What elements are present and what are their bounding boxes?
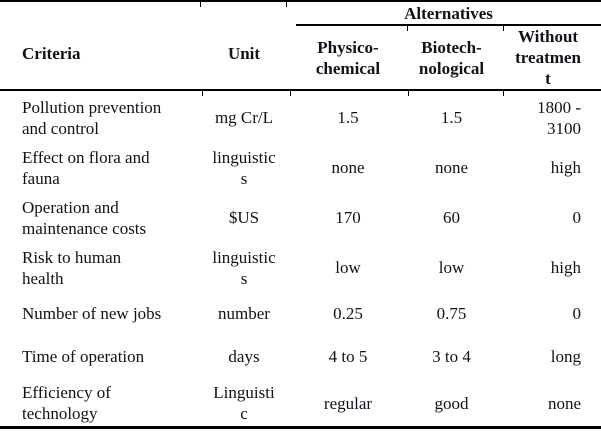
- gridline-tick: [290, 91, 291, 96]
- value-cell-without: 1800 - 3100: [537, 97, 582, 138]
- gridline-tick: [200, 2, 201, 7]
- unit-cell: mg Cr/L: [214, 108, 274, 127]
- table-row: Number of new jobs number 0.25 0.75 0: [0, 291, 601, 332]
- column-header-criteria: Criteria: [0, 1, 200, 91]
- value-cell-physico: 4 to 5: [328, 347, 368, 366]
- value-cell-physico: regular: [323, 393, 373, 413]
- gridline-tick: [503, 26, 504, 31]
- value-cell-biotech: 0.75: [436, 303, 467, 323]
- value-cell-biotech: low: [438, 258, 465, 277]
- criteria-cell: Risk to human health: [22, 247, 122, 288]
- gridline-tick: [503, 91, 504, 96]
- value-cell-without: 0: [572, 208, 582, 227]
- column-header-unit: Unit: [200, 1, 296, 91]
- column-header-without-treatment: Without treatmen t: [503, 25, 601, 91]
- header-row-columns: Physico- chemical Biotech- nological Wit…: [0, 25, 601, 91]
- table-row: Risk to human health linguistic s low lo…: [0, 241, 601, 291]
- value-cell-biotech: none: [434, 158, 469, 177]
- criteria-cell: Number of new jobs: [22, 303, 162, 323]
- criteria-cell: Efficiency of technology: [22, 383, 111, 424]
- value-cell-biotech: 3 to 4: [432, 347, 471, 366]
- value-cell-without: long: [550, 347, 582, 366]
- value-cell-biotech: 1.5: [440, 108, 463, 127]
- table-row: Efficiency of technology Linguisti c reg…: [0, 378, 601, 427]
- value-cell-without: high: [550, 158, 582, 177]
- gridline-tick: [408, 91, 409, 96]
- value-cell-biotech: 60: [443, 208, 460, 227]
- criteria-cell: Effect on flora and fauna: [22, 147, 150, 188]
- value-cell-physico: 1.5: [337, 108, 359, 127]
- header-row-alternatives: Criteria Unit Alternatives: [0, 1, 601, 91]
- value-cell-physico: 170: [335, 208, 361, 227]
- value-cell-without: 0: [572, 303, 582, 323]
- criteria-cell: Operation and maintenance costs: [22, 197, 147, 238]
- criteria-cell: Pollution prevention and control: [22, 97, 162, 138]
- column-header-physico-chemical: Physico- chemical: [296, 25, 408, 91]
- criteria-cell: Time of operation: [22, 347, 145, 366]
- table-row: Operation and maintenance costs $US 170 …: [0, 191, 601, 241]
- table-row: Time of operation days 4 to 5 3 to 4 lon…: [0, 332, 601, 378]
- unit-cell: number: [218, 303, 270, 323]
- gridline-tick: [202, 91, 203, 96]
- column-header-biotechnological: Biotech- nological: [408, 25, 503, 91]
- gridline-tick: [286, 2, 287, 7]
- value-cell-biotech: good: [434, 393, 469, 413]
- unit-cell: linguistic s: [212, 247, 276, 288]
- column-group-header-alternatives: Alternatives: [296, 1, 601, 26]
- unit-cell: Linguisti c: [213, 383, 275, 424]
- value-cell-physico: 0.25: [333, 303, 363, 323]
- table-row: Pollution prevention and control mg Cr/L…: [0, 90, 601, 141]
- value-cell-without: none: [547, 393, 582, 413]
- value-cell-physico: none: [331, 158, 365, 177]
- value-cell-without: high: [550, 258, 582, 277]
- unit-cell: $US: [228, 208, 260, 227]
- value-cell-physico: low: [335, 258, 361, 277]
- unit-cell: linguistic s: [212, 147, 276, 188]
- gridline-tick: [407, 26, 408, 31]
- unit-cell: days: [228, 347, 260, 366]
- table-row: Effect on flora and fauna linguistic s n…: [0, 141, 601, 191]
